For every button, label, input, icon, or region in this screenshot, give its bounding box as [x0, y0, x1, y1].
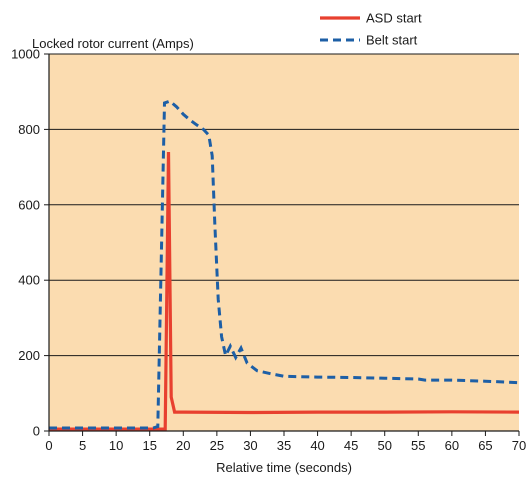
legend-label: Belt start	[366, 33, 418, 48]
legend: ASD start Belt start	[320, 11, 422, 48]
x-tick-label: 20	[176, 438, 190, 453]
x-axis-title: Relative time (seconds)	[216, 460, 352, 475]
x-tick-label: 0	[45, 438, 52, 453]
x-tick-label: 25	[210, 438, 224, 453]
x-tick-label: 65	[478, 438, 492, 453]
legend-label: ASD start	[366, 11, 422, 26]
y-tick-label: 200	[18, 348, 40, 363]
series-line-asd-start	[49, 151, 520, 431]
x-tick-label: 60	[445, 438, 459, 453]
x-tick-label: 5	[79, 438, 86, 453]
x-tick-label: 70	[512, 438, 526, 453]
y-tick-label: 800	[18, 122, 40, 137]
plot-area	[49, 54, 519, 431]
x-tick-label: 15	[142, 438, 156, 453]
x-tick-label: 35	[277, 438, 291, 453]
y-tick-label: 600	[18, 197, 40, 212]
y-tick-label: 0	[33, 424, 40, 439]
x-tick-label: 45	[344, 438, 358, 453]
y-axis-title: Locked rotor current (Amps)	[32, 36, 194, 51]
x-tick-label: 55	[411, 438, 425, 453]
y-tick-label: 400	[18, 273, 40, 288]
x-tick-label: 50	[377, 438, 391, 453]
series-line-belt-start	[49, 99, 520, 430]
y-tick-label: 1000	[11, 47, 40, 62]
x-tick-label: 40	[310, 438, 324, 453]
x-tick-label: 30	[243, 438, 257, 453]
x-tick-label: 10	[109, 438, 123, 453]
